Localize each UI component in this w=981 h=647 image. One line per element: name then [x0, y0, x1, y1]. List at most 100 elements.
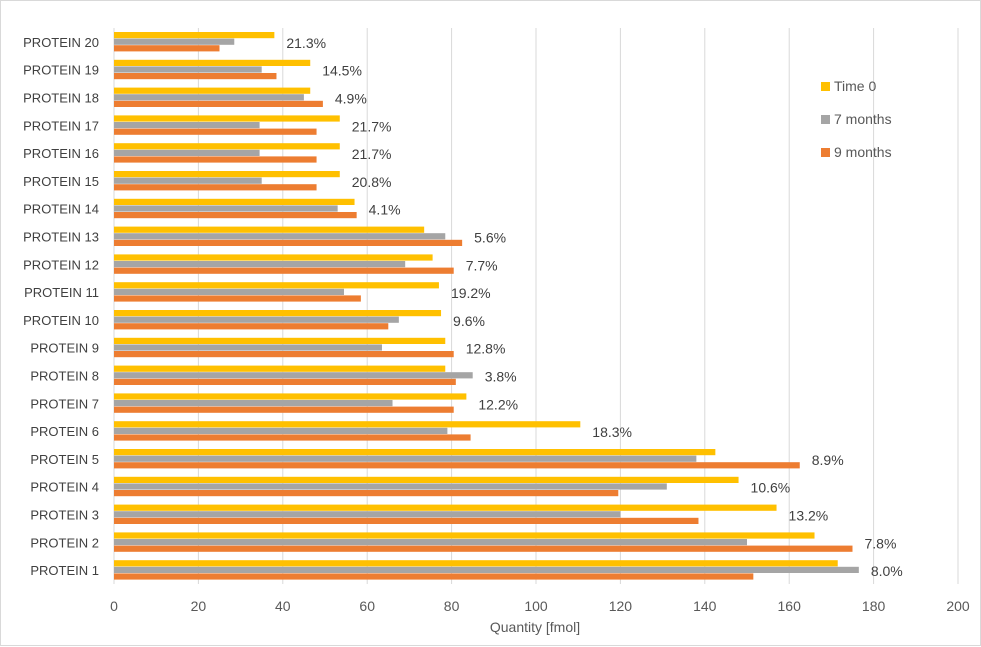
x-tick-label: 80 — [444, 598, 460, 614]
category-label: PROTEIN 20 — [23, 35, 99, 50]
bar-9-months — [114, 573, 754, 580]
bar-9-months — [114, 378, 456, 385]
bar-7-months — [114, 427, 448, 434]
x-tick-label: 200 — [946, 598, 970, 614]
data-label: 20.8% — [352, 174, 392, 190]
category-label: PROTEIN 2 — [30, 535, 99, 550]
category-labels: PROTEIN 1 PROTEIN 2 PROTEIN 3 PROTEIN 4 PROT… — [23, 35, 99, 578]
data-label: 4.1% — [369, 202, 401, 218]
legend-label: 7 months — [834, 111, 892, 127]
data-label: 4.9% — [335, 91, 367, 107]
bar-9-months — [114, 462, 800, 469]
bar-9-months — [114, 545, 853, 552]
bar-time-0 — [114, 87, 311, 94]
bar-9-months — [114, 184, 317, 191]
bar-7-months — [114, 455, 697, 462]
bar-9-months — [114, 212, 357, 219]
data-label: 12.8% — [466, 341, 506, 357]
bar-9-months — [114, 128, 317, 135]
data-label: 8.9% — [812, 452, 844, 468]
bar-7-months — [114, 122, 260, 129]
x-tick-label: 0 — [110, 598, 118, 614]
data-label: 14.5% — [322, 63, 362, 79]
bar-7-months — [114, 539, 747, 546]
category-label: PROTEIN 8 — [30, 369, 99, 384]
data-label: 12.2% — [478, 396, 518, 412]
x-tick-label: 20 — [191, 598, 207, 614]
category-label: PROTEIN 17 — [23, 118, 99, 133]
bar-7-months — [114, 316, 399, 323]
data-label: 8.0% — [871, 563, 903, 579]
bar-7-months — [114, 94, 304, 101]
bar-9-months — [114, 73, 277, 80]
bar-time-0 — [114, 337, 446, 344]
bar-time-0 — [114, 365, 446, 372]
bar-time-0 — [114, 282, 439, 289]
category-label: PROTEIN 6 — [30, 424, 99, 439]
bar-9-months — [114, 490, 619, 497]
bar-9-months — [114, 267, 454, 274]
data-label: 13.2% — [789, 508, 829, 524]
data-label: 9.6% — [453, 313, 485, 329]
bar-7-months — [114, 233, 446, 240]
bar-time-0 — [114, 115, 340, 122]
category-label: PROTEIN 3 — [30, 508, 99, 523]
data-labels: 8.0% 7.8% 13.2% 10.6% 8.9% 18.3% 12.2% 3.8% 12.8… — [286, 35, 902, 579]
bar-9-months — [114, 517, 699, 524]
category-label: PROTEIN 7 — [30, 396, 99, 411]
bar-7-months — [114, 261, 406, 268]
category-label: PROTEIN 10 — [23, 313, 99, 328]
legend-swatch — [821, 82, 830, 91]
bar-7-months — [114, 483, 667, 490]
bar-time-0 — [114, 449, 716, 456]
bar-time-0 — [114, 226, 425, 233]
bar-7-months — [114, 372, 473, 379]
x-tick-label: 100 — [524, 598, 548, 614]
data-label: 21.7% — [352, 118, 392, 134]
bar-7-months — [114, 205, 338, 212]
legend: Time 0 7 months 9 months — [821, 78, 892, 160]
bar-7-months — [114, 288, 344, 295]
bar-time-0 — [114, 171, 340, 178]
data-label: 21.7% — [352, 146, 392, 162]
bar-time-0 — [114, 476, 739, 483]
bar-9-months — [114, 351, 454, 358]
bar-time-0 — [114, 310, 442, 317]
bar-9-months — [114, 434, 471, 441]
bar-9-months — [114, 100, 323, 107]
x-tick-label: 120 — [609, 598, 633, 614]
category-label: PROTEIN 9 — [30, 341, 99, 356]
category-label: PROTEIN 1 — [30, 563, 99, 578]
bar-9-months — [114, 406, 454, 413]
bar-7-months — [114, 566, 859, 573]
x-tick-label: 180 — [862, 598, 886, 614]
bar-7-months — [114, 511, 621, 518]
data-label: 7.8% — [865, 535, 897, 551]
x-tick-label: 140 — [693, 598, 717, 614]
bar-9-months — [114, 323, 389, 330]
data-label: 21.3% — [286, 35, 326, 51]
category-label: PROTEIN 4 — [30, 480, 99, 495]
category-label: PROTEIN 19 — [23, 63, 99, 78]
category-label: PROTEIN 16 — [23, 146, 99, 161]
bar-9-months — [114, 295, 361, 302]
bar-7-months — [114, 344, 382, 351]
legend-label: Time 0 — [834, 78, 876, 94]
bar-time-0 — [114, 198, 355, 205]
category-label: PROTEIN 15 — [23, 174, 99, 189]
bar-7-months — [114, 66, 262, 73]
data-label: 3.8% — [485, 369, 517, 385]
category-label: PROTEIN 18 — [23, 91, 99, 106]
bar-time-0 — [114, 421, 581, 428]
bar-time-0 — [114, 254, 433, 261]
x-tick-labels: 0 20 40 60 80 100 120 140 160 180 200 — [110, 598, 970, 614]
x-axis-title: Quantity [fmol] — [490, 619, 580, 635]
category-label: PROTEIN 14 — [23, 202, 99, 217]
bar-7-months — [114, 400, 393, 407]
bar-9-months — [114, 156, 317, 163]
category-label: PROTEIN 11 — [24, 285, 99, 300]
category-label: PROTEIN 13 — [23, 230, 99, 245]
bar-7-months — [114, 38, 235, 45]
data-label: 7.7% — [466, 257, 498, 273]
x-tick-label: 160 — [778, 598, 802, 614]
